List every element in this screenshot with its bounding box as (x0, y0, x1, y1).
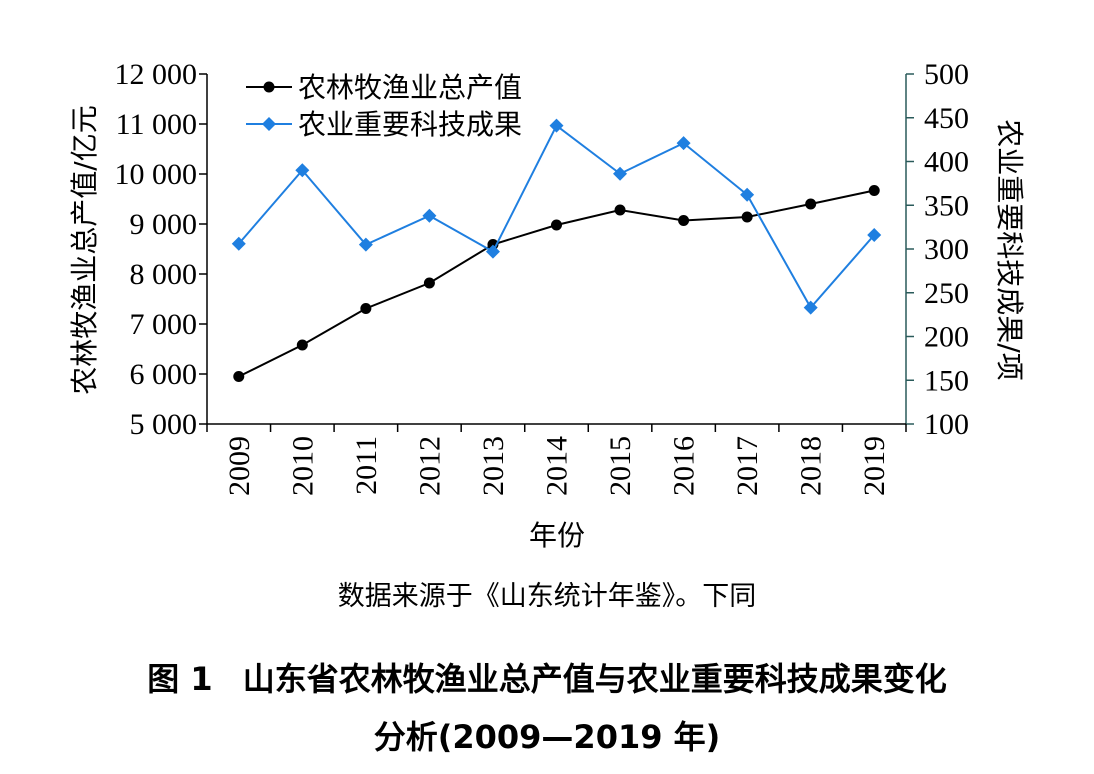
right-tick-label: 450 (924, 102, 969, 135)
data-point (358, 237, 373, 252)
data-point (676, 136, 691, 151)
left-tick-label: 7 000 (130, 308, 198, 341)
legend-label-output: 农林牧渔业总产值 (298, 71, 522, 104)
data-point (614, 204, 626, 216)
legend-item-output: 农林牧渔业总产值 (246, 71, 522, 104)
series-tech (231, 118, 882, 315)
source-note: 数据来源于《山东统计年鉴》。下同 (337, 581, 757, 612)
x-tick-label: 2009 (223, 436, 256, 496)
series-layer (231, 118, 882, 382)
data-point (233, 371, 245, 382)
left-axis-title: 农林牧渔业总产值/亿元 (68, 105, 101, 394)
legend-marker-tech (262, 117, 276, 131)
right-tick-label: 150 (924, 364, 969, 397)
data-point (423, 277, 435, 289)
right-axis-ticks: 100 150 200 250 300 350 400 450 500 (906, 58, 969, 441)
data-point (485, 244, 500, 259)
left-tick-label: 12 000 (115, 58, 198, 91)
data-point (803, 300, 818, 315)
x-tick-label: 2018 (795, 436, 828, 496)
right-tick-label: 250 (924, 277, 969, 310)
data-point (868, 185, 880, 196)
x-tick-label: 2014 (541, 436, 574, 496)
right-tick-label: 100 (924, 408, 969, 441)
right-axis-title: 农业重要科技成果/项 (993, 119, 1026, 380)
data-point (551, 219, 562, 231)
x-tick-label: 2016 (668, 436, 701, 496)
left-tick-label: 11 000 (116, 108, 197, 141)
right-tick-label: 500 (924, 58, 969, 91)
data-point (360, 303, 372, 314)
left-tick-label: 9 000 (130, 208, 198, 241)
left-tick-label: 10 000 (115, 158, 198, 191)
data-point (613, 166, 628, 181)
series-line (238, 124, 875, 310)
legend-label-tech: 农业重要科技成果 (298, 108, 522, 141)
x-tick-label: 2019 (858, 436, 891, 496)
legend-item-tech: 农业重要科技成果 (246, 108, 522, 141)
x-tick-label: 2012 (413, 436, 446, 496)
data-point (805, 198, 817, 210)
left-tick-label: 6 000 (130, 358, 198, 391)
data-point (296, 339, 308, 351)
left-tick-label: 8 000 (130, 258, 198, 291)
figure-title: 山东省农林牧渔业总产值与农业重要科技成果变化 (242, 660, 947, 698)
right-tick-label: 200 (924, 321, 969, 354)
figure-caption-line2: 分析(2009—2019 年) (373, 718, 721, 756)
left-axis-ticks: 5 000 6 000 7 000 8 000 9 000 10 000 11 000 12 … (115, 58, 207, 441)
data-point (678, 215, 690, 226)
x-tick-label: 2015 (604, 436, 637, 496)
x-tick-label: 2017 (731, 436, 764, 496)
right-tick-label: 300 (924, 233, 969, 266)
series-line (238, 189, 875, 378)
figure-label: 图 1 (147, 660, 213, 698)
data-point (231, 236, 246, 251)
legend: 农林牧渔业总产值 农业重要科技成果 (246, 71, 522, 141)
x-axis-ticks: 2009 2010 2011 2012 2013 2014 2015 2016 2017 2018… (206, 424, 907, 496)
x-tick-label: 2011 (350, 436, 383, 495)
x-tick-label: 2010 (286, 436, 319, 496)
data-point (422, 208, 437, 223)
figure-caption-line1: 图 1 山东省农林牧渔业总产值与农业重要科技成果变化 (0, 654, 1094, 700)
series-output (233, 185, 880, 382)
data-point (741, 211, 753, 223)
left-tick-label: 5 000 (130, 408, 198, 441)
data-point (867, 228, 882, 242)
x-tick-label: 2013 (477, 436, 510, 496)
data-point (740, 187, 755, 202)
data-point (295, 163, 310, 178)
right-tick-label: 400 (924, 146, 969, 179)
legend-marker-output (263, 81, 275, 93)
right-tick-label: 350 (924, 189, 969, 222)
x-axis-title: 年份 (529, 519, 585, 552)
data-point (549, 118, 564, 133)
